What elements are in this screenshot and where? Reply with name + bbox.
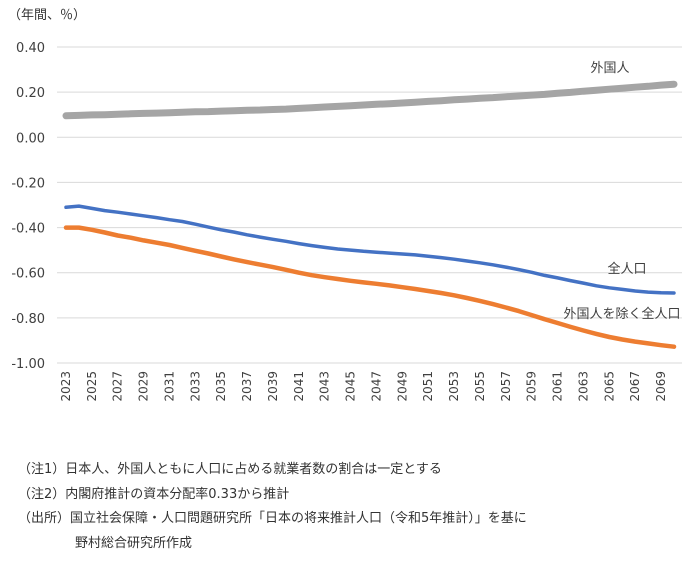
y-tick-label: -1.00 [11, 357, 45, 372]
line-chart: 0.40 0.20 0.00 -0.20 -0.40 -0.60 -0.80 -1.00 202… [11, 41, 682, 402]
series-line-1 [64, 204, 676, 295]
y-tick-label: 0.00 [16, 131, 45, 146]
x-tick-label: 2023 [59, 371, 73, 402]
x-tick-label: 2033 [188, 371, 202, 402]
y-tick-label: -0.80 [11, 312, 45, 327]
x-tick-label: 2063 [576, 371, 590, 402]
x-tick-label: 2045 [344, 371, 358, 402]
series-line-2 [63, 225, 677, 349]
source-note: （出所）国立社会保障・人口問題研究所「日本の将来推計人口（令和5年推計）」を基に [18, 511, 527, 526]
series-label: 外国人 [590, 61, 629, 76]
y-tick-label: -0.60 [11, 267, 45, 282]
x-tick-label: 2053 [447, 371, 461, 402]
series-line-0 [62, 80, 678, 120]
x-tick-label: 2065 [602, 371, 616, 402]
x-tick-label: 2043 [318, 371, 332, 402]
x-tick-label: 2049 [395, 371, 409, 402]
series-label: 全人口 [607, 261, 646, 277]
x-tick-label: 2051 [421, 371, 435, 402]
source-note-continued: 野村総合研究所作成 [75, 535, 193, 551]
y-tick-label: 0.20 [16, 86, 45, 101]
x-tick-label: 2055 [473, 371, 487, 402]
x-tick-label: 2057 [499, 371, 513, 402]
x-tick-label: 2069 [654, 371, 668, 402]
x-tick-label: 2041 [292, 371, 306, 402]
x-tick-label: 2037 [240, 371, 254, 402]
series-label: 外国人を除く全人口 [563, 306, 680, 322]
y-axis-unit-label: （年間、％） [8, 8, 87, 23]
x-tick-label: 2047 [369, 371, 383, 402]
y-tick-label: -0.20 [11, 176, 45, 191]
x-tick-label: 2031 [162, 371, 176, 402]
note-2: （注2）内閣府推計の資本分配率0.33から推計 [18, 486, 290, 502]
x-tick-label: 2059 [525, 371, 539, 402]
x-tick-label: 2039 [266, 371, 280, 402]
x-tick-label: 2029 [137, 371, 151, 402]
x-tick-label: 2035 [214, 371, 228, 402]
x-tick-label: 2027 [111, 371, 125, 402]
y-tick-label: 0.40 [16, 41, 45, 56]
x-tick-label: 2025 [85, 371, 99, 402]
x-tick-label: 2061 [551, 371, 565, 402]
chart-notes: （注1）日本人、外国人ともに人口に占める就業者数の割合は一定とする （注2）内閣… [18, 458, 527, 556]
note-1: （注1）日本人、外国人ともに人口に占める就業者数の割合は一定とする [18, 462, 442, 477]
y-tick-label: -0.40 [11, 222, 45, 237]
x-tick-label: 2067 [628, 371, 642, 402]
